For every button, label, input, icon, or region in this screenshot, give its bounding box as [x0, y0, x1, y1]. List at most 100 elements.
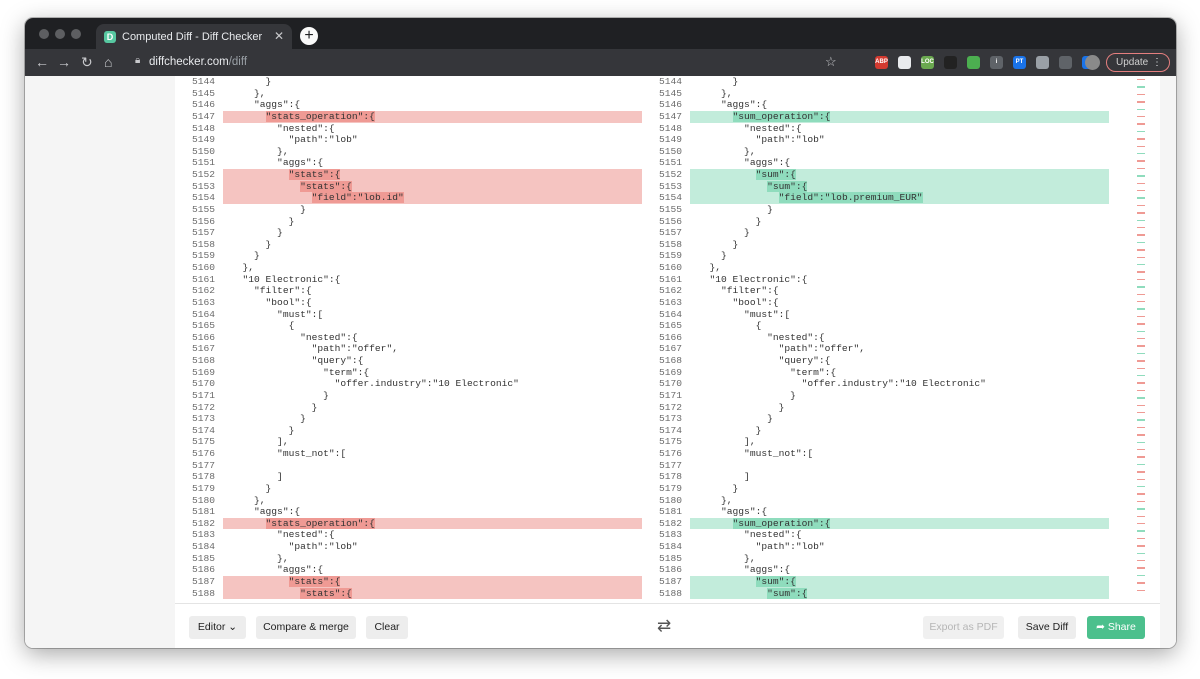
- diff-line: 5167 "path":"offer",: [642, 343, 1109, 355]
- bookmark-star-icon[interactable]: ☆: [825, 54, 837, 69]
- minimap-change-mark: [1137, 419, 1145, 421]
- line-number: 5180: [192, 494, 216, 506]
- close-window-button[interactable]: [39, 29, 49, 39]
- diff-line: 5183 "nested":{: [175, 529, 642, 541]
- share-label: Share: [1107, 621, 1136, 633]
- line-code: "stats":{: [223, 180, 642, 193]
- line-code: },: [690, 495, 1109, 507]
- extension-icon[interactable]: LOC: [921, 56, 934, 69]
- code-text: }: [231, 389, 329, 401]
- added-line: 5152 "sum":{: [642, 169, 1109, 181]
- diff-minimap[interactable]: [1137, 79, 1145, 599]
- share-button[interactable]: ➦ Share: [1087, 616, 1145, 639]
- line-code: },: [690, 88, 1109, 100]
- minimap-change-mark: [1137, 264, 1145, 266]
- minimap-change-mark: [1137, 500, 1145, 503]
- extension-icon[interactable]: [967, 56, 980, 69]
- line-number: 5185: [192, 552, 216, 564]
- minimap-change-mark: [1137, 412, 1145, 414]
- swap-sides-icon[interactable]: ⇄: [657, 616, 672, 635]
- changed-token: "stats":{: [288, 169, 341, 180]
- more-menu-icon[interactable]: ⋮: [1152, 57, 1162, 68]
- minimap-change-mark: [1137, 101, 1145, 103]
- home-icon[interactable]: ⌂: [104, 54, 113, 70]
- diff-line: 5151 "aggs":{: [175, 157, 642, 169]
- extension-icon[interactable]: [1036, 56, 1049, 69]
- forward-arrow-icon[interactable]: →: [57, 54, 71, 70]
- changed-text-pane[interactable]: 5144 } 5145 }, 5146 "aggs":{5147 "sum_oper…: [642, 76, 1109, 603]
- line-code: },: [223, 495, 642, 507]
- line-code: }: [223, 216, 642, 228]
- diff-line: 5150 },: [642, 146, 1109, 158]
- changed-token: "stats_operation":{: [265, 110, 375, 122]
- code-text: [231, 192, 312, 203]
- code-text: }: [231, 76, 272, 87]
- line-code: ]: [690, 471, 1109, 483]
- diff-line: 5171 }: [175, 390, 642, 402]
- tab-close-icon[interactable]: ✕: [273, 29, 284, 43]
- address-bar[interactable]: diffchecker.com/diff: [149, 56, 247, 68]
- code-text: "nested":{: [698, 331, 825, 343]
- url-domain: diffchecker.com: [149, 56, 229, 68]
- line-number: 5156: [659, 215, 683, 227]
- code-text: "10 Electronic":{: [698, 273, 808, 285]
- minimap-change-mark: [1137, 123, 1145, 125]
- minimap-change-mark: [1137, 175, 1145, 177]
- line-code: "query":{: [223, 355, 642, 367]
- extension-icon[interactable]: i: [990, 56, 1003, 69]
- line-code: "nested":{: [690, 332, 1109, 344]
- code-text: },: [698, 145, 756, 157]
- code-text: [698, 111, 733, 122]
- new-tab-button[interactable]: +: [300, 27, 318, 45]
- minimize-window-button[interactable]: [55, 29, 65, 39]
- line-code: },: [223, 553, 642, 565]
- code-text: "term":{: [231, 366, 370, 378]
- compare-merge-button[interactable]: Compare & merge: [256, 616, 356, 639]
- extension-icon[interactable]: [1059, 56, 1072, 69]
- reload-icon[interactable]: ↻: [81, 54, 93, 70]
- zoom-window-button[interactable]: [71, 29, 81, 39]
- line-number: 5180: [659, 494, 683, 506]
- diff-line: 5173 }: [642, 413, 1109, 425]
- line-code: }: [690, 239, 1109, 251]
- diff-line: 5165 {: [175, 320, 642, 332]
- line-number: 5175: [192, 436, 216, 448]
- minimap-change-mark: [1137, 190, 1145, 192]
- diff-line: 5145 },: [642, 88, 1109, 100]
- url-path: /diff: [228, 56, 248, 68]
- line-code: }: [690, 250, 1109, 262]
- minimap-change-mark: [1137, 271, 1145, 273]
- extension-icon[interactable]: [944, 56, 957, 69]
- code-text: [698, 576, 756, 587]
- extension-icon[interactable]: ABP: [875, 56, 888, 69]
- back-arrow-icon[interactable]: ←: [35, 54, 49, 70]
- line-number: 5163: [192, 296, 216, 308]
- minimap-change-mark: [1137, 589, 1145, 591]
- save-diff-button[interactable]: Save Diff: [1018, 616, 1076, 639]
- extension-icon[interactable]: PT: [1013, 56, 1026, 69]
- diff-line: 5171 }: [642, 390, 1109, 402]
- code-text: [231, 576, 289, 587]
- minimap-change-mark: [1137, 456, 1145, 458]
- line-code: }: [690, 204, 1109, 216]
- line-number: 5157: [192, 227, 216, 239]
- line-code: "term":{: [690, 367, 1109, 379]
- line-number: 5174: [192, 424, 216, 436]
- clear-button[interactable]: Clear: [366, 616, 408, 639]
- export-pdf-button[interactable]: Export as PDF: [923, 616, 1004, 639]
- code-text: "aggs":{: [231, 99, 301, 111]
- original-text-pane[interactable]: 5144 } 5145 }, 5146 "aggs":{5147 "stats_op…: [175, 76, 642, 603]
- profile-avatar[interactable]: [1085, 55, 1100, 70]
- code-text: }: [698, 203, 773, 215]
- extension-icon[interactable]: [898, 56, 911, 69]
- update-button[interactable]: Update ⋮: [1106, 53, 1170, 72]
- diff-line: 5156 }: [175, 216, 642, 228]
- browser-tab[interactable]: D Computed Diff - Diff Checker ✕: [96, 24, 292, 49]
- code-text: "path":"lob": [698, 134, 825, 146]
- line-number: 5151: [192, 157, 216, 169]
- editor-dropdown[interactable]: Editor ⌄: [189, 616, 246, 639]
- code-text: [231, 588, 300, 599]
- diff-line: 5146 "aggs":{: [642, 99, 1109, 111]
- code-text: [698, 588, 767, 599]
- line-code: }: [690, 76, 1109, 88]
